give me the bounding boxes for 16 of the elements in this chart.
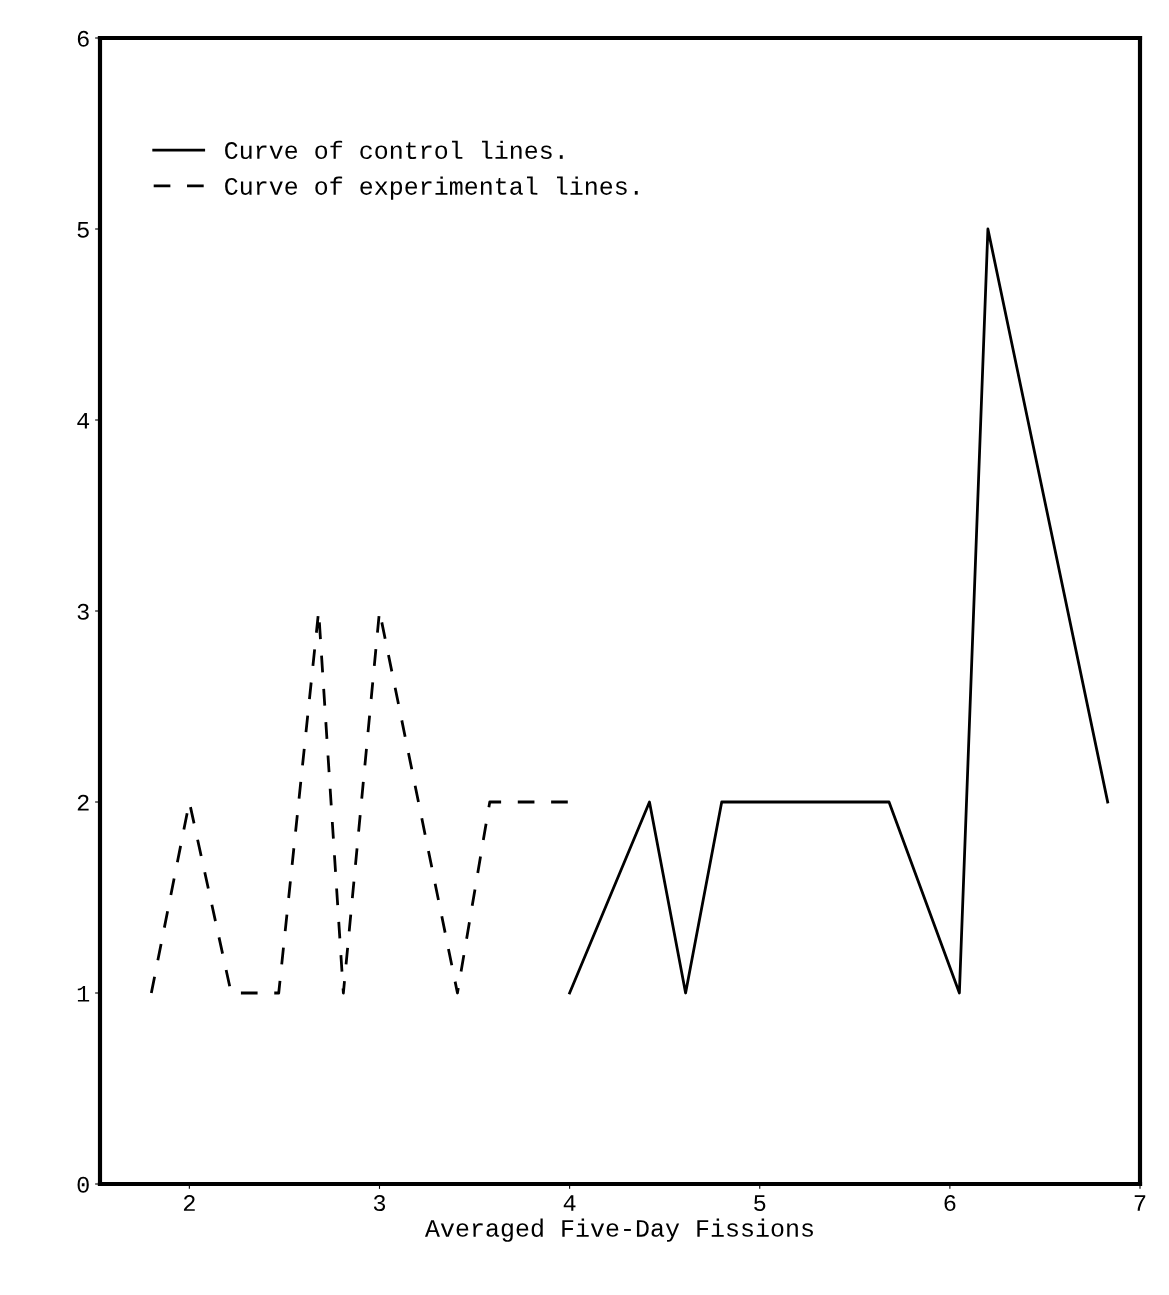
y-tick-label: 1 (77, 986, 90, 1002)
y-tick-label: 5 (77, 222, 89, 238)
y-tick-label: 2 (77, 794, 89, 811)
x-tick-label: 6 (944, 1195, 956, 1212)
legend-label: Curve of experimental lines. (225, 176, 638, 200)
x-tick-label: 5 (754, 1195, 766, 1212)
y-tick-label: 0 (77, 1176, 89, 1193)
x-tick-label: 4 (563, 1195, 576, 1211)
x-tick-label: 7 (1134, 1195, 1146, 1211)
legend-label: Curve of control lines. (225, 140, 563, 160)
x-tick-label: 2 (183, 1195, 195, 1211)
y-tick-label: 4 (77, 413, 90, 429)
y-tick-label: 6 (77, 30, 89, 47)
x-axis-title: Averaged Five-Day Fissions (424, 1218, 813, 1242)
x-tick-label: 3 (373, 1195, 386, 1212)
y-tick-label: 3 (77, 603, 89, 620)
